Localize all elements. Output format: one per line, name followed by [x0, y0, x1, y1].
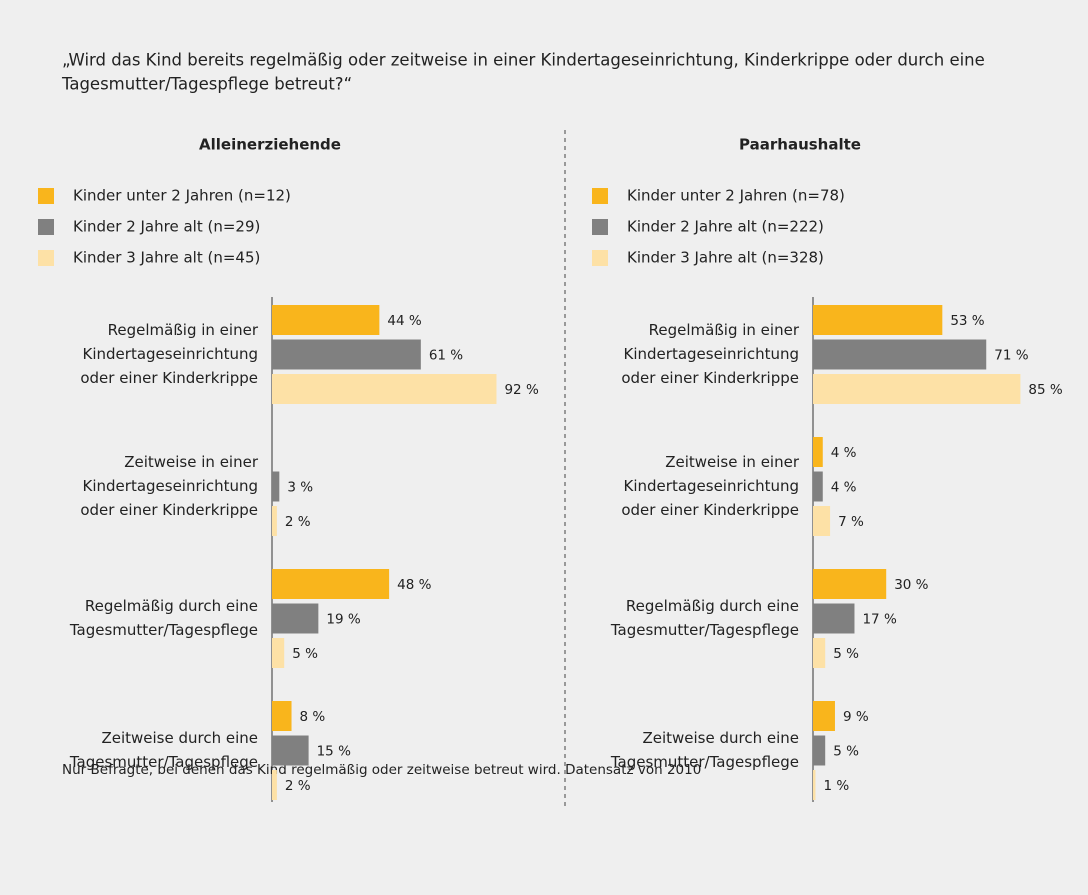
- legend-swatch: [38, 250, 54, 266]
- category-label: oder einer Kinderkrippe: [621, 501, 799, 519]
- value-label: 3 %: [287, 480, 313, 496]
- bar: [272, 603, 319, 634]
- value-label: 15 %: [317, 744, 351, 760]
- bar: [272, 735, 309, 766]
- value-label: 71 %: [994, 348, 1028, 364]
- legend-label: Kinder 2 Jahre alt (n=222): [627, 218, 824, 236]
- category-label: Kindertageseinrichtung: [624, 345, 799, 363]
- category-label: Kindertageseinrichtung: [624, 477, 799, 495]
- legend-label: Kinder unter 2 Jahren (n=12): [73, 187, 291, 205]
- bar: [272, 638, 285, 668]
- value-label: 5 %: [833, 646, 859, 662]
- value-label: 8 %: [300, 709, 326, 725]
- bar: [813, 305, 943, 335]
- legend-label: Kinder unter 2 Jahren (n=78): [627, 187, 845, 205]
- legend-swatch: [592, 219, 608, 235]
- category-label: Regelmäßig durch eine: [626, 597, 799, 615]
- category-label: oder einer Kinderkrippe: [80, 501, 258, 519]
- legend-swatch: [592, 250, 608, 266]
- legend-swatch: [38, 219, 54, 235]
- category-label: Zeitweise in einer: [124, 453, 259, 471]
- panel-title: Alleinerziehende: [199, 136, 341, 154]
- note: Nur Befragte, bei denen das Kind regelmä…: [62, 762, 701, 778]
- value-label: 17 %: [862, 612, 896, 628]
- category-label: Tagesmutter/Tagespflege: [610, 621, 799, 639]
- value-label: 5 %: [833, 744, 859, 760]
- question: Tagesmutter/Tagespflege betreut?“: [61, 75, 352, 94]
- value-label: 1 %: [823, 778, 849, 794]
- bar: [813, 770, 816, 800]
- value-label: 7 %: [838, 514, 864, 530]
- legend-label: Kinder 3 Jahre alt (n=328): [627, 249, 824, 267]
- value-label: 4 %: [831, 480, 857, 496]
- category-label: Kindertageseinrichtung: [83, 477, 258, 495]
- category-label: Regelmäßig in einer: [649, 321, 800, 339]
- value-label: 9 %: [843, 709, 869, 725]
- category-label: Zeitweise durch eine: [642, 729, 799, 747]
- value-label: 85 %: [1028, 382, 1062, 398]
- bar: [272, 374, 497, 404]
- bar: [272, 471, 280, 502]
- category-label: oder einer Kinderkrippe: [621, 369, 799, 387]
- bar: [813, 569, 887, 599]
- value-label: 19 %: [326, 612, 360, 628]
- bar: [813, 603, 855, 634]
- value-label: 2 %: [285, 514, 311, 530]
- value-label: 61 %: [429, 348, 463, 364]
- bar: [813, 339, 987, 370]
- value-label: 30 %: [894, 577, 928, 593]
- bar: [813, 471, 823, 502]
- panel-title: Paarhaushalte: [739, 136, 861, 154]
- bar: [813, 437, 823, 467]
- legend-label: Kinder 3 Jahre alt (n=45): [73, 249, 260, 267]
- bar: [272, 569, 390, 599]
- value-label: 2 %: [285, 778, 311, 794]
- bar: [813, 701, 835, 731]
- legend-swatch: [592, 188, 608, 204]
- category-label: Tagesmutter/Tagespflege: [69, 753, 258, 771]
- bar: [272, 770, 277, 800]
- bar: [272, 701, 292, 731]
- category-label: oder einer Kinderkrippe: [80, 369, 258, 387]
- bar: [272, 305, 380, 335]
- category-label: Tagesmutter/Tagespflege: [610, 753, 799, 771]
- category-label: Kindertageseinrichtung: [83, 345, 258, 363]
- value-label: 44 %: [387, 313, 421, 329]
- bar: [272, 339, 421, 370]
- bar: [813, 638, 826, 668]
- value-label: 48 %: [397, 577, 431, 593]
- question: „Wird das Kind bereits regelmäßig oder z…: [62, 51, 985, 70]
- bar: [272, 506, 277, 536]
- category-label: Zeitweise in einer: [665, 453, 800, 471]
- value-label: 4 %: [831, 445, 857, 461]
- category-label: Regelmäßig durch eine: [85, 597, 258, 615]
- category-label: Regelmäßig in einer: [108, 321, 259, 339]
- value-label: 5 %: [292, 646, 318, 662]
- bar: [813, 374, 1021, 404]
- value-label: 92 %: [504, 382, 538, 398]
- value-label: 53 %: [950, 313, 984, 329]
- bar: [813, 506, 831, 536]
- category-label: Zeitweise durch eine: [101, 729, 258, 747]
- bar: [813, 735, 826, 766]
- legend-label: Kinder 2 Jahre alt (n=29): [73, 218, 260, 236]
- legend-swatch: [38, 188, 54, 204]
- category-label: Tagesmutter/Tagespflege: [69, 621, 258, 639]
